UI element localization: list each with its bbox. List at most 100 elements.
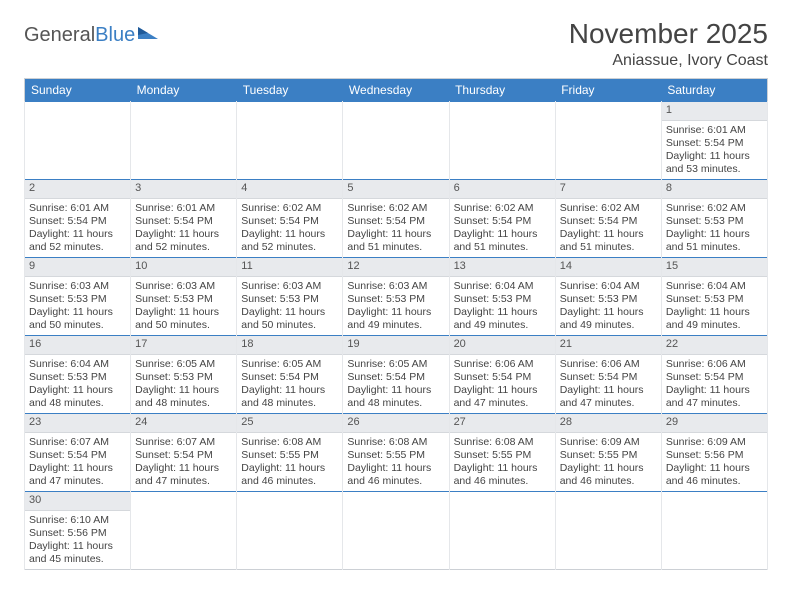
days-of-week-row: SundayMondayTuesdayWednesdayThursdayFrid… [25, 79, 768, 102]
day-of-week-header: Thursday [449, 79, 555, 102]
brand-part1: General [24, 24, 95, 47]
calendar-day-cell [25, 102, 131, 180]
daylight-text: Daylight: 11 hours [135, 228, 232, 241]
sunrise-text: Sunrise: 6:02 AM [666, 202, 763, 215]
daylight-text: and 46 minutes. [241, 475, 338, 488]
daylight-text: and 47 minutes. [666, 397, 763, 410]
day-number: 10 [131, 258, 236, 277]
calendar-day-cell: 5Sunrise: 6:02 AMSunset: 5:54 PMDaylight… [343, 180, 449, 258]
calendar-day-cell: 2Sunrise: 6:01 AMSunset: 5:54 PMDaylight… [25, 180, 131, 258]
day-number: 13 [450, 258, 555, 277]
daylight-text: Daylight: 11 hours [347, 462, 444, 475]
day-body: Sunrise: 6:03 AMSunset: 5:53 PMDaylight:… [25, 277, 130, 335]
calendar-day-cell: 1Sunrise: 6:01 AMSunset: 5:54 PMDaylight… [661, 102, 767, 180]
sunrise-text: Sunrise: 6:06 AM [560, 358, 657, 371]
day-number: 3 [131, 180, 236, 199]
sunset-text: Sunset: 5:54 PM [560, 215, 657, 228]
day-body: Sunrise: 6:05 AMSunset: 5:53 PMDaylight:… [131, 355, 236, 413]
day-body: Sunrise: 6:06 AMSunset: 5:54 PMDaylight:… [450, 355, 555, 413]
daylight-text: and 51 minutes. [454, 241, 551, 254]
calendar-day-cell [343, 102, 449, 180]
day-of-week-header: Saturday [661, 79, 767, 102]
daylight-text: Daylight: 11 hours [560, 306, 657, 319]
daylight-text: Daylight: 11 hours [454, 384, 551, 397]
daylight-text: Daylight: 11 hours [29, 306, 126, 319]
daylight-text: and 48 minutes. [29, 397, 126, 410]
day-body: Sunrise: 6:07 AMSunset: 5:54 PMDaylight:… [131, 433, 236, 491]
sunrise-text: Sunrise: 6:07 AM [135, 436, 232, 449]
daylight-text: and 52 minutes. [29, 241, 126, 254]
day-body: Sunrise: 6:03 AMSunset: 5:53 PMDaylight:… [343, 277, 448, 335]
daylight-text: Daylight: 11 hours [241, 306, 338, 319]
day-body: Sunrise: 6:02 AMSunset: 5:54 PMDaylight:… [237, 199, 342, 257]
daylight-text: Daylight: 11 hours [454, 228, 551, 241]
sunset-text: Sunset: 5:55 PM [241, 449, 338, 462]
location-label: Aniassue, Ivory Coast [569, 52, 768, 70]
daylight-text: Daylight: 11 hours [666, 228, 763, 241]
day-body: Sunrise: 6:10 AMSunset: 5:56 PMDaylight:… [25, 511, 130, 569]
calendar-day-cell [555, 102, 661, 180]
day-number: 5 [343, 180, 448, 199]
calendar-day-cell: 11Sunrise: 6:03 AMSunset: 5:53 PMDayligh… [237, 258, 343, 336]
daylight-text: Daylight: 11 hours [560, 384, 657, 397]
sunset-text: Sunset: 5:54 PM [241, 215, 338, 228]
daylight-text: Daylight: 11 hours [560, 228, 657, 241]
calendar-day-cell: 29Sunrise: 6:09 AMSunset: 5:56 PMDayligh… [661, 414, 767, 492]
daylight-text: and 48 minutes. [135, 397, 232, 410]
daylight-text: and 46 minutes. [347, 475, 444, 488]
sunset-text: Sunset: 5:54 PM [454, 215, 551, 228]
daylight-text: Daylight: 11 hours [241, 384, 338, 397]
sunrise-text: Sunrise: 6:06 AM [454, 358, 551, 371]
calendar-day-cell [237, 492, 343, 570]
calendar-week-row: 1Sunrise: 6:01 AMSunset: 5:54 PMDaylight… [25, 102, 768, 180]
calendar-day-cell: 19Sunrise: 6:05 AMSunset: 5:54 PMDayligh… [343, 336, 449, 414]
day-body: Sunrise: 6:05 AMSunset: 5:54 PMDaylight:… [237, 355, 342, 413]
sunset-text: Sunset: 5:53 PM [29, 293, 126, 306]
daylight-text: and 50 minutes. [29, 319, 126, 332]
daylight-text: and 47 minutes. [560, 397, 657, 410]
sunrise-text: Sunrise: 6:08 AM [241, 436, 338, 449]
calendar-day-cell [131, 102, 237, 180]
daylight-text: and 50 minutes. [135, 319, 232, 332]
calendar-day-cell [131, 492, 237, 570]
day-number: 28 [556, 414, 661, 433]
day-body: Sunrise: 6:04 AMSunset: 5:53 PMDaylight:… [662, 277, 767, 335]
sunset-text: Sunset: 5:54 PM [454, 371, 551, 384]
day-number: 24 [131, 414, 236, 433]
page-header: GeneralBlue November 2025 Aniassue, Ivor… [24, 18, 768, 70]
day-body: Sunrise: 6:01 AMSunset: 5:54 PMDaylight:… [25, 199, 130, 257]
daylight-text: and 49 minutes. [560, 319, 657, 332]
sunset-text: Sunset: 5:55 PM [454, 449, 551, 462]
sunrise-text: Sunrise: 6:03 AM [241, 280, 338, 293]
calendar-day-cell: 15Sunrise: 6:04 AMSunset: 5:53 PMDayligh… [661, 258, 767, 336]
sunset-text: Sunset: 5:53 PM [135, 293, 232, 306]
day-body: Sunrise: 6:05 AMSunset: 5:54 PMDaylight:… [343, 355, 448, 413]
calendar-day-cell: 13Sunrise: 6:04 AMSunset: 5:53 PMDayligh… [449, 258, 555, 336]
day-of-week-header: Sunday [25, 79, 131, 102]
calendar-day-cell: 12Sunrise: 6:03 AMSunset: 5:53 PMDayligh… [343, 258, 449, 336]
day-body: Sunrise: 6:07 AMSunset: 5:54 PMDaylight:… [25, 433, 130, 491]
day-body: Sunrise: 6:01 AMSunset: 5:54 PMDaylight:… [131, 199, 236, 257]
sunset-text: Sunset: 5:54 PM [347, 215, 444, 228]
day-of-week-header: Tuesday [237, 79, 343, 102]
day-body: Sunrise: 6:04 AMSunset: 5:53 PMDaylight:… [450, 277, 555, 335]
day-of-week-header: Wednesday [343, 79, 449, 102]
flag-icon [138, 25, 158, 39]
sunset-text: Sunset: 5:56 PM [29, 527, 126, 540]
title-block: November 2025 Aniassue, Ivory Coast [569, 18, 768, 70]
sunrise-text: Sunrise: 6:08 AM [347, 436, 444, 449]
daylight-text: and 47 minutes. [135, 475, 232, 488]
daylight-text: Daylight: 11 hours [666, 384, 763, 397]
sunset-text: Sunset: 5:54 PM [135, 215, 232, 228]
day-body: Sunrise: 6:08 AMSunset: 5:55 PMDaylight:… [343, 433, 448, 491]
calendar-day-cell: 26Sunrise: 6:08 AMSunset: 5:55 PMDayligh… [343, 414, 449, 492]
daylight-text: and 50 minutes. [241, 319, 338, 332]
daylight-text: Daylight: 11 hours [347, 306, 444, 319]
daylight-text: and 49 minutes. [666, 319, 763, 332]
day-number: 12 [343, 258, 448, 277]
day-body: Sunrise: 6:02 AMSunset: 5:54 PMDaylight:… [450, 199, 555, 257]
day-number: 22 [662, 336, 767, 355]
calendar-day-cell: 30Sunrise: 6:10 AMSunset: 5:56 PMDayligh… [25, 492, 131, 570]
day-number: 30 [25, 492, 130, 511]
sunset-text: Sunset: 5:53 PM [666, 215, 763, 228]
